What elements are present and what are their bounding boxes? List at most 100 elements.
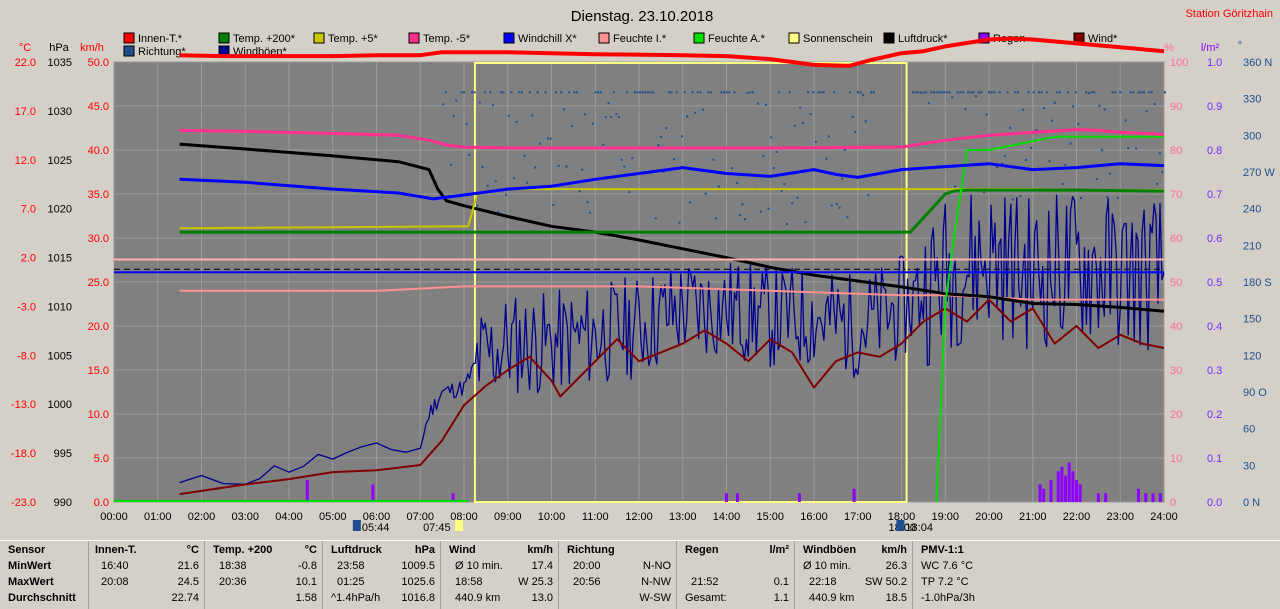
time-axis-tick: 09:00 <box>494 511 522 523</box>
direction-point <box>499 91 502 94</box>
direction-point <box>1108 172 1111 175</box>
direction-point <box>1077 122 1080 125</box>
direction-point <box>610 116 613 119</box>
direction-point <box>478 101 481 104</box>
direction-point <box>948 91 951 94</box>
direction-point <box>1137 91 1140 94</box>
legend-swatch <box>313 32 325 44</box>
direction-point <box>1072 105 1075 108</box>
time-axis-tick: 18:00 <box>888 511 916 523</box>
legend-swatch <box>598 32 610 44</box>
stats-richtung-r2-value: N-NW <box>641 576 671 588</box>
time-axis-tick: 04:00 <box>275 511 303 523</box>
direction-point <box>765 103 767 106</box>
direction-point <box>1087 92 1090 95</box>
rain-bar <box>1049 480 1053 502</box>
direction-point <box>1003 154 1006 157</box>
rain-bar <box>1042 488 1046 502</box>
time-axis-tick: 11:00 <box>582 511 609 523</box>
hpa-axis-unit: hPa <box>49 42 69 54</box>
direction-point <box>809 112 812 115</box>
direction-point <box>702 108 704 111</box>
wind-axis-tick: 35.0 <box>88 189 109 201</box>
rain-bar <box>1075 480 1078 502</box>
direction-axis-tick: 150 <box>1243 314 1261 326</box>
percent-axis-unit: % <box>1164 42 1174 54</box>
pressure-axis-tick: 1010 <box>48 301 72 313</box>
time-axis-tick: 17:00 <box>844 511 872 523</box>
time-axis-tick: 22:00 <box>1063 511 1091 523</box>
direction-point <box>964 108 967 111</box>
direction-point <box>778 91 781 94</box>
direction-axis-tick: 120 <box>1243 350 1261 362</box>
stats-wind-avg10-value: 17.4 <box>531 560 553 572</box>
temp-axis-tick: 17.0 <box>15 106 36 118</box>
legend-label: Luftdruck* <box>898 33 948 45</box>
direction-point <box>654 217 657 220</box>
direction-point <box>728 91 731 94</box>
direction-point <box>807 91 809 94</box>
humidity-axis-tick: 70 <box>1170 189 1182 201</box>
rain-axis-unit: l/m² <box>1201 42 1220 54</box>
rain-axis-tick: 0.7 <box>1207 189 1222 201</box>
kmh-axis-unit: km/h <box>80 42 104 54</box>
direction-point <box>699 91 702 94</box>
direction-point <box>646 91 649 94</box>
direction-point <box>1066 91 1069 94</box>
direction-axis-tick: 90 O <box>1243 387 1267 399</box>
direction-point <box>1017 91 1019 94</box>
direction-axis-tick: 0 N <box>1243 497 1260 509</box>
direction-point <box>767 207 770 210</box>
temp-axis-tick: -3.0 <box>17 301 36 313</box>
wind-axis-tick: 15.0 <box>88 365 109 377</box>
direction-point <box>660 135 662 138</box>
wind-axis-tick: 40.0 <box>88 145 109 157</box>
legend-label: Sonnenschein <box>803 33 873 45</box>
direction-point <box>870 91 872 94</box>
direction-point <box>969 91 972 94</box>
time-axis-tick: 21:00 <box>1019 511 1047 523</box>
direction-point <box>796 196 799 199</box>
direction-point <box>914 91 917 94</box>
rain-axis-tick: 0.9 <box>1207 101 1222 113</box>
direction-point <box>772 167 775 170</box>
stats-wind: Wind km/h Ø 10 min. 17.4 18:58 W 25.3 44… <box>440 541 559 609</box>
stats-windboeen-max-value: SW 50.2 <box>864 576 907 588</box>
stats-luftdruck-avg-value: 1016.8 <box>401 592 435 604</box>
wind-axis-tick: 50.0 <box>88 57 109 69</box>
direction-point <box>696 91 699 94</box>
direction-point <box>707 91 710 94</box>
stats-sensor: Sensor MinWert MaxWert Durchschnitt <box>0 541 88 609</box>
direction-point <box>922 91 925 94</box>
stats-temp200-min-time: 18:38 <box>219 560 247 572</box>
legend-swatch <box>883 32 895 44</box>
direction-point <box>749 91 752 94</box>
direction-point <box>1040 91 1043 94</box>
humidity-axis-tick: 80 <box>1170 145 1182 157</box>
direction-point <box>954 185 956 188</box>
direction-point <box>513 177 515 180</box>
direction-point <box>484 91 487 94</box>
direction-point <box>930 91 933 94</box>
direction-point <box>657 144 660 147</box>
direction-point <box>1045 91 1048 94</box>
direction-point <box>783 183 786 186</box>
direction-point <box>455 99 458 102</box>
direction-point <box>1114 91 1117 94</box>
direction-point <box>943 91 946 94</box>
stats-windboeen-unit: km/h <box>881 544 907 556</box>
humidity-axis-tick: 10 <box>1170 453 1182 465</box>
stats-innen-unit: °C <box>186 544 199 556</box>
dawn-icon <box>455 520 464 531</box>
time-axis-tick: 12:00 <box>625 511 653 523</box>
direction-point <box>1140 91 1143 94</box>
stats-min-label: MinWert <box>8 560 52 572</box>
stats-luftdruck-unit: hPa <box>414 544 435 556</box>
direction-point <box>972 91 975 94</box>
legend-swatch <box>503 32 515 44</box>
series-feuchte-aussen <box>935 135 1164 503</box>
direction-point <box>591 122 594 125</box>
time-axis-tick: 00:00 <box>100 511 128 523</box>
direction-point <box>812 91 815 94</box>
legend-label: Richtung* <box>138 46 186 58</box>
